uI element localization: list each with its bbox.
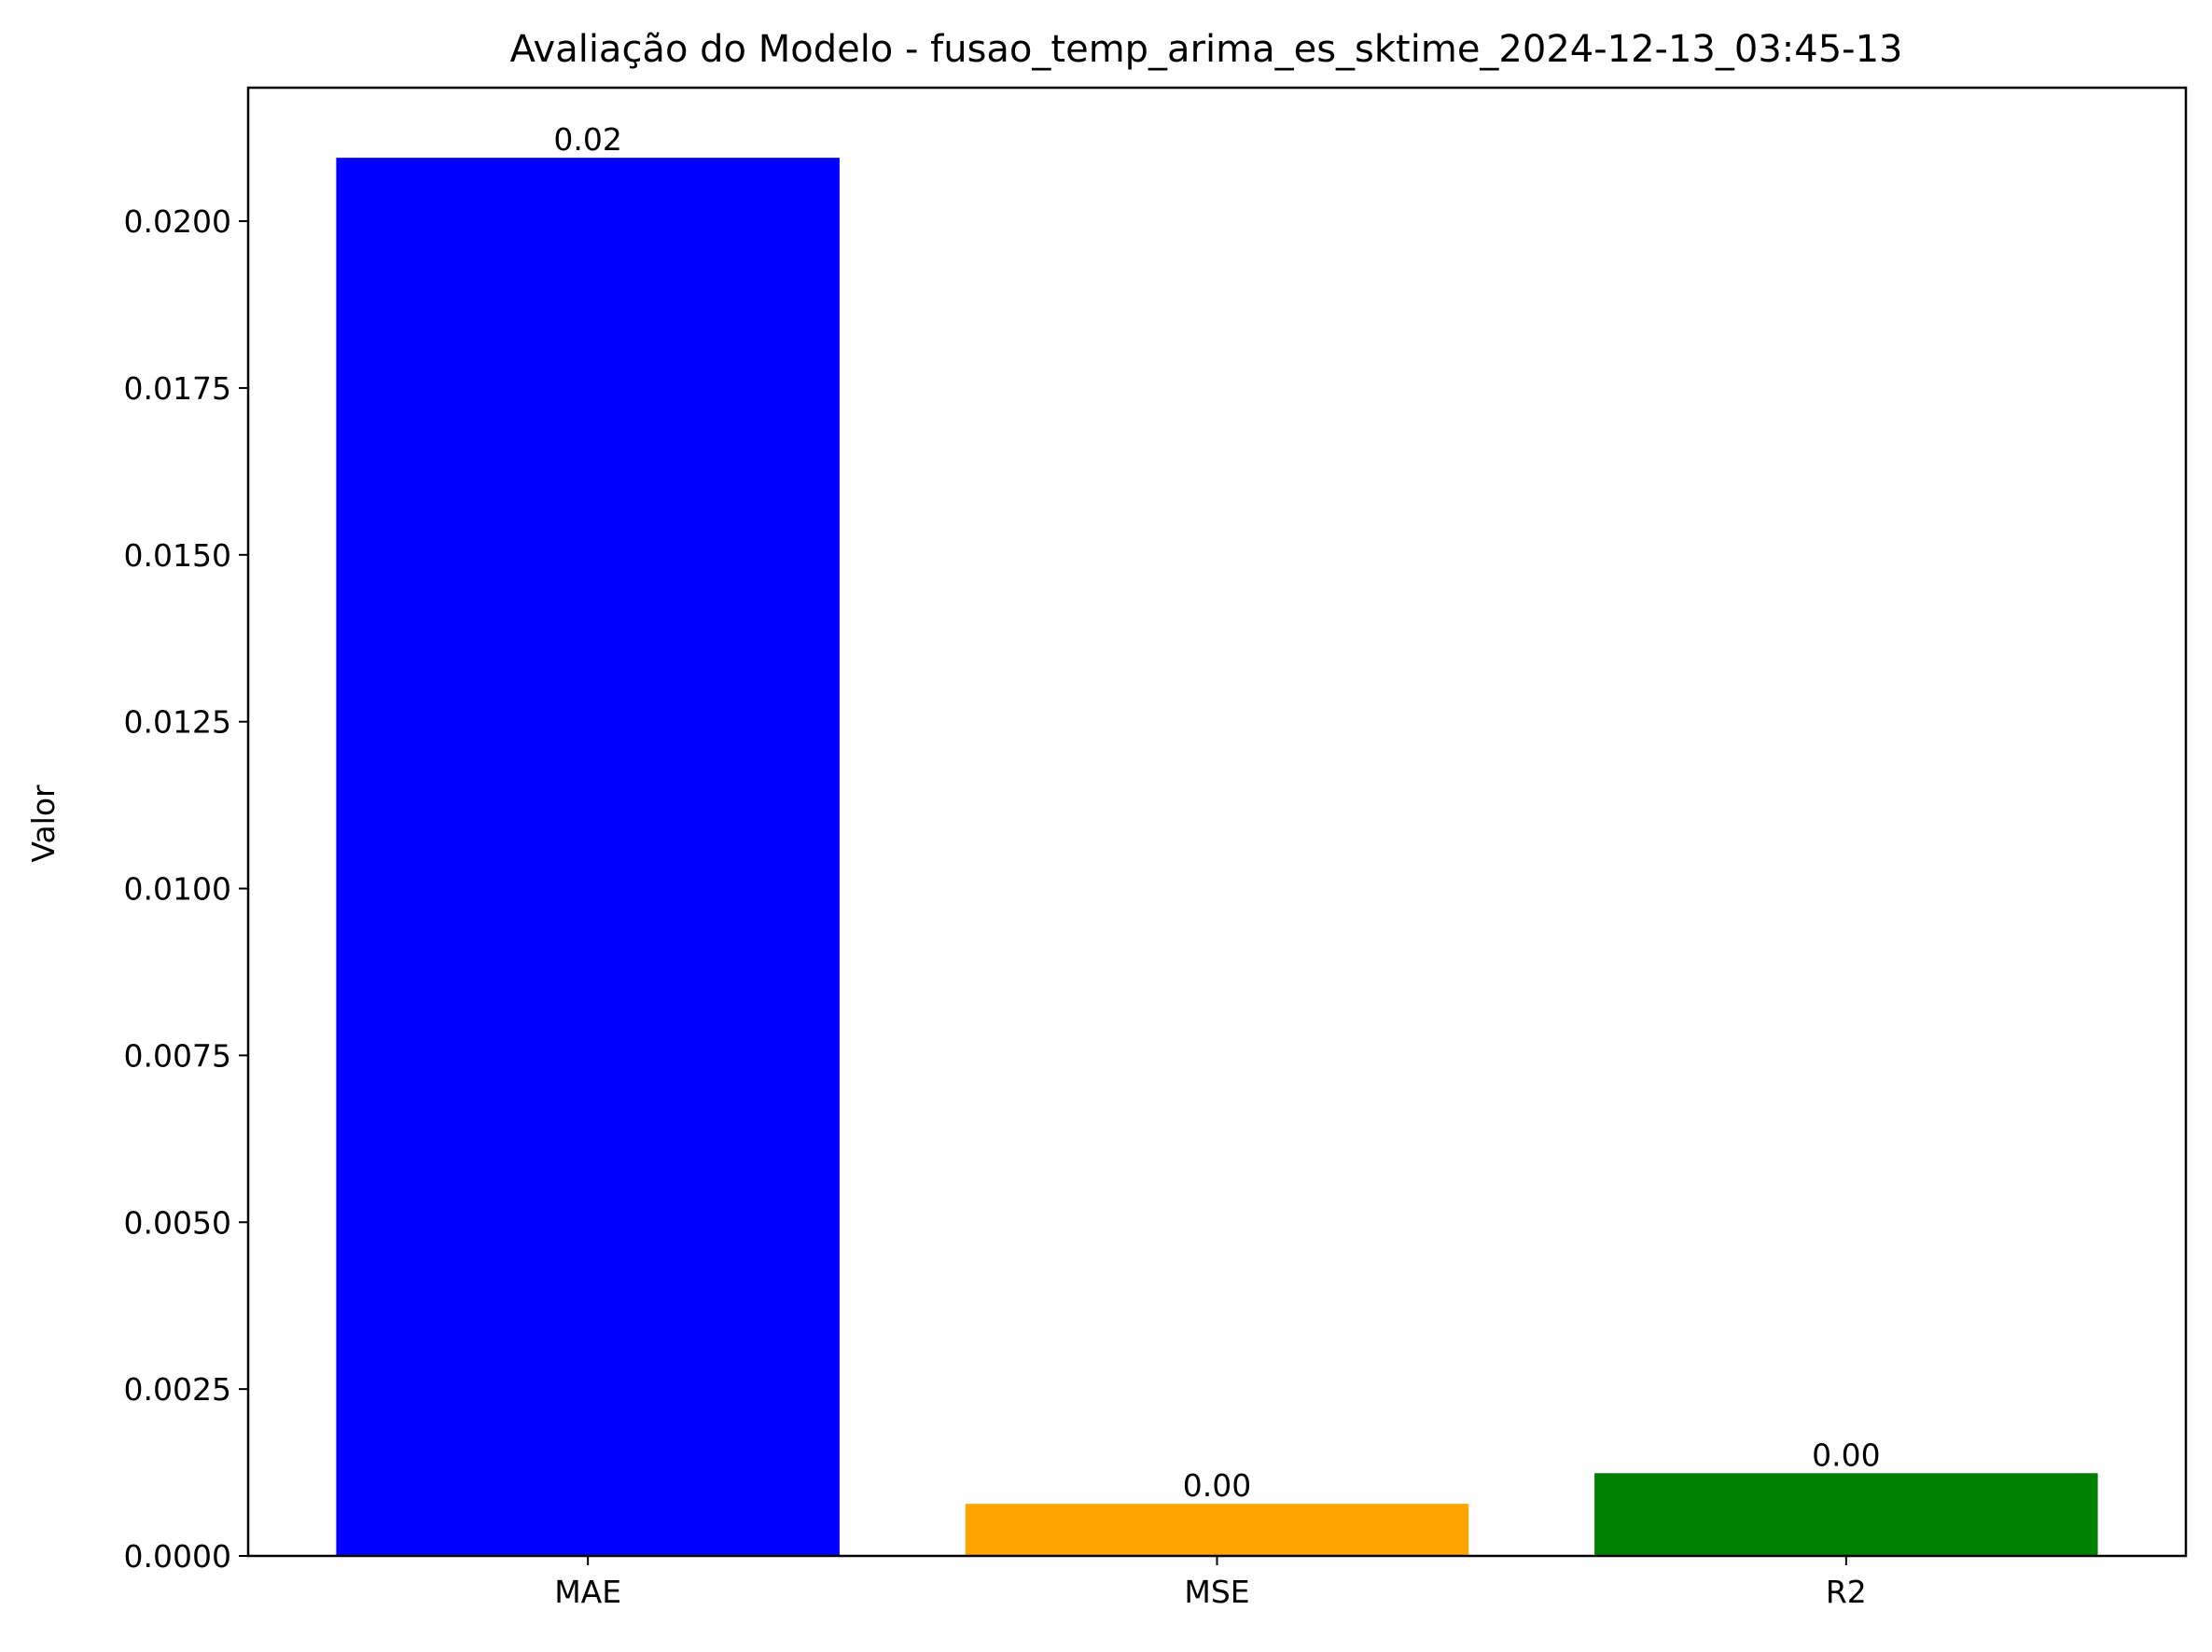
y-tick-label: 0.0125 bbox=[124, 704, 231, 741]
bar-value-label-mae: 0.02 bbox=[553, 121, 621, 158]
x-tick-label: MSE bbox=[1184, 1574, 1249, 1610]
bar-r2 bbox=[1594, 1473, 2098, 1556]
y-tick-label: 0.0100 bbox=[124, 871, 231, 908]
y-tick-label: 0.0000 bbox=[124, 1538, 231, 1575]
y-tick-label: 0.0075 bbox=[124, 1037, 231, 1074]
y-axis: 0.0000 0.0025 0.0050 0.0075 0.0100 0.0125 0.01… bbox=[124, 203, 248, 1575]
bar-labels-layer: 0.02 0.00 0.00 bbox=[553, 121, 1880, 1504]
y-axis-title: Valor bbox=[25, 784, 62, 863]
x-axis: MAE MSE R2 bbox=[554, 1556, 1867, 1610]
x-tick-label: MAE bbox=[554, 1574, 621, 1610]
bar-value-label-mse: 0.00 bbox=[1183, 1467, 1251, 1504]
y-tick-label: 0.0175 bbox=[124, 370, 231, 407]
bars-layer bbox=[336, 158, 2098, 1557]
y-tick-label: 0.0150 bbox=[124, 537, 231, 574]
y-tick-label: 0.0200 bbox=[124, 203, 231, 240]
y-tick-label: 0.0050 bbox=[124, 1204, 231, 1241]
plot-frame bbox=[246, 86, 2188, 1558]
y-tick-label: 0.0025 bbox=[124, 1371, 231, 1408]
chart-title: Avaliação do Modelo - fusao_temp_arima_e… bbox=[510, 28, 1903, 71]
bar-mae bbox=[336, 158, 840, 1557]
bar-mse bbox=[965, 1504, 1469, 1556]
bar-value-label-r2: 0.00 bbox=[1812, 1437, 1880, 1473]
x-tick-label: R2 bbox=[1826, 1574, 1867, 1610]
